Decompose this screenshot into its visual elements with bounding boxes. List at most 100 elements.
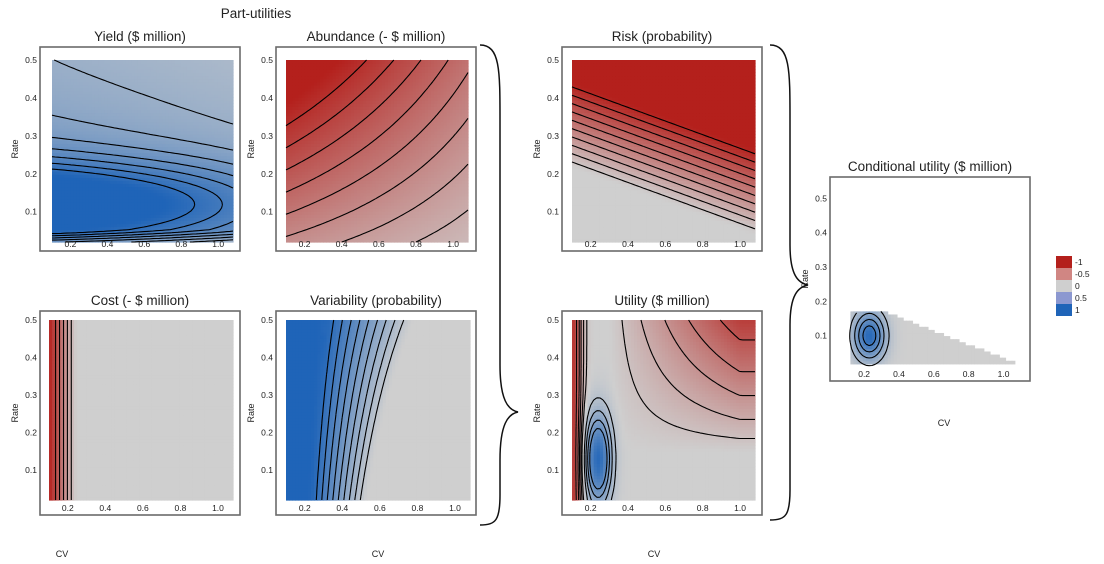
heatmap-cell	[190, 124, 194, 129]
heatmap-cell	[137, 81, 142, 86]
heatmap-cell	[229, 174, 234, 178]
heatmap-cell	[434, 235, 438, 240]
heatmap-cell	[165, 204, 170, 209]
heatmap-cell	[168, 78, 173, 83]
heatmap-cell	[211, 72, 216, 77]
heatmap-cell	[104, 69, 108, 73]
heatmap-cell	[119, 103, 124, 107]
heatmap-cell	[360, 229, 364, 234]
heatmap-cell	[310, 223, 315, 228]
heatmap-cell	[217, 63, 222, 67]
heatmap-cell	[313, 201, 318, 206]
heatmap-cell	[174, 130, 179, 135]
heatmap-cell	[131, 63, 136, 67]
heatmap-cell	[446, 226, 451, 231]
heatmap-cell	[150, 87, 154, 92]
heatmap-cell	[147, 161, 151, 166]
heatmap-cell	[94, 90, 99, 95]
heatmap-cell	[378, 235, 383, 240]
heatmap-cell	[58, 198, 62, 203]
heatmap-cell	[319, 232, 324, 237]
heatmap-cell	[304, 235, 309, 240]
heatmap-cell	[393, 229, 398, 234]
heatmap-cell	[196, 124, 200, 129]
heatmap-cell	[430, 235, 435, 240]
heatmap-cell	[183, 97, 188, 101]
heatmap-cell	[94, 149, 99, 154]
heatmap-cell	[79, 100, 84, 104]
heatmap-cell	[344, 214, 349, 218]
heatmap-cell	[113, 72, 118, 77]
heatmap-cell	[79, 158, 84, 163]
heatmap-cell	[400, 214, 404, 218]
heatmap-cell	[223, 152, 228, 157]
heatmap-cell	[150, 220, 154, 225]
heatmap-cell	[82, 81, 87, 86]
heatmap-cell	[229, 180, 234, 184]
heatmap-cell	[61, 124, 65, 129]
heatmap-cell	[313, 204, 318, 209]
heatmap-cell	[329, 208, 333, 212]
heatmap-cell	[196, 121, 200, 126]
heatmap-cell	[94, 100, 99, 104]
heatmap-cell	[390, 232, 395, 237]
heatmap-cell	[229, 204, 234, 209]
heatmap-cell	[390, 238, 395, 243]
heatmap-cell	[52, 140, 56, 144]
heatmap-cell	[369, 223, 373, 228]
heatmap-cell	[199, 69, 203, 73]
heatmap-cell	[119, 211, 124, 215]
heatmap-cell	[455, 201, 460, 206]
heatmap-cell	[98, 130, 102, 135]
heatmap-cell	[64, 75, 68, 80]
heatmap-cell	[162, 189, 167, 194]
heatmap-cell	[205, 81, 210, 86]
heatmap-cell	[295, 201, 299, 206]
heatmap-cell	[73, 60, 78, 64]
heatmap-cell	[134, 109, 139, 114]
heatmap-cell	[119, 158, 124, 163]
heatmap-cell	[217, 93, 222, 98]
heatmap-cell	[79, 214, 84, 218]
heatmap-cell	[153, 66, 157, 70]
heatmap-cell	[384, 204, 389, 209]
heatmap-cell	[313, 192, 318, 197]
heatmap-cell	[183, 69, 188, 73]
heatmap-cell	[168, 66, 173, 70]
heatmap-cell	[307, 232, 312, 237]
heatmap-cell	[177, 121, 182, 126]
heatmap-cell	[208, 60, 213, 64]
heatmap-cell	[131, 220, 136, 225]
heatmap-cell	[101, 112, 105, 117]
heatmap-cell	[128, 214, 133, 218]
heatmap-cell	[52, 183, 56, 188]
heatmap-cell	[168, 72, 173, 77]
heatmap-cell	[85, 60, 90, 64]
heatmap-cell	[67, 87, 72, 92]
heatmap-cell	[64, 146, 68, 151]
heatmap-cell	[64, 143, 68, 147]
heatmap-cell	[125, 124, 130, 129]
heatmap-cell	[101, 220, 105, 225]
heatmap-cell	[144, 75, 148, 80]
heatmap-cell	[88, 109, 93, 114]
heatmap-cell	[177, 112, 182, 117]
heatmap-cell	[180, 226, 185, 231]
heatmap-cell	[449, 211, 454, 215]
heatmap-cell	[229, 195, 234, 200]
heatmap-cell	[76, 220, 81, 225]
heatmap-cell	[140, 121, 145, 126]
heatmap-cell	[437, 211, 441, 215]
heatmap-cell	[91, 72, 96, 77]
heatmap-cell	[174, 134, 179, 138]
heatmap-cell	[186, 121, 191, 126]
heatmap-cell	[122, 152, 127, 157]
heatmap-cell	[217, 137, 222, 141]
heatmap-cell	[199, 226, 203, 231]
heatmap-cell	[180, 90, 185, 95]
heatmap-cell	[137, 161, 142, 166]
heatmap-cell	[229, 158, 234, 163]
heatmap-cell	[452, 232, 457, 237]
heatmap-cell	[214, 192, 219, 197]
heatmap-cell	[159, 217, 164, 221]
